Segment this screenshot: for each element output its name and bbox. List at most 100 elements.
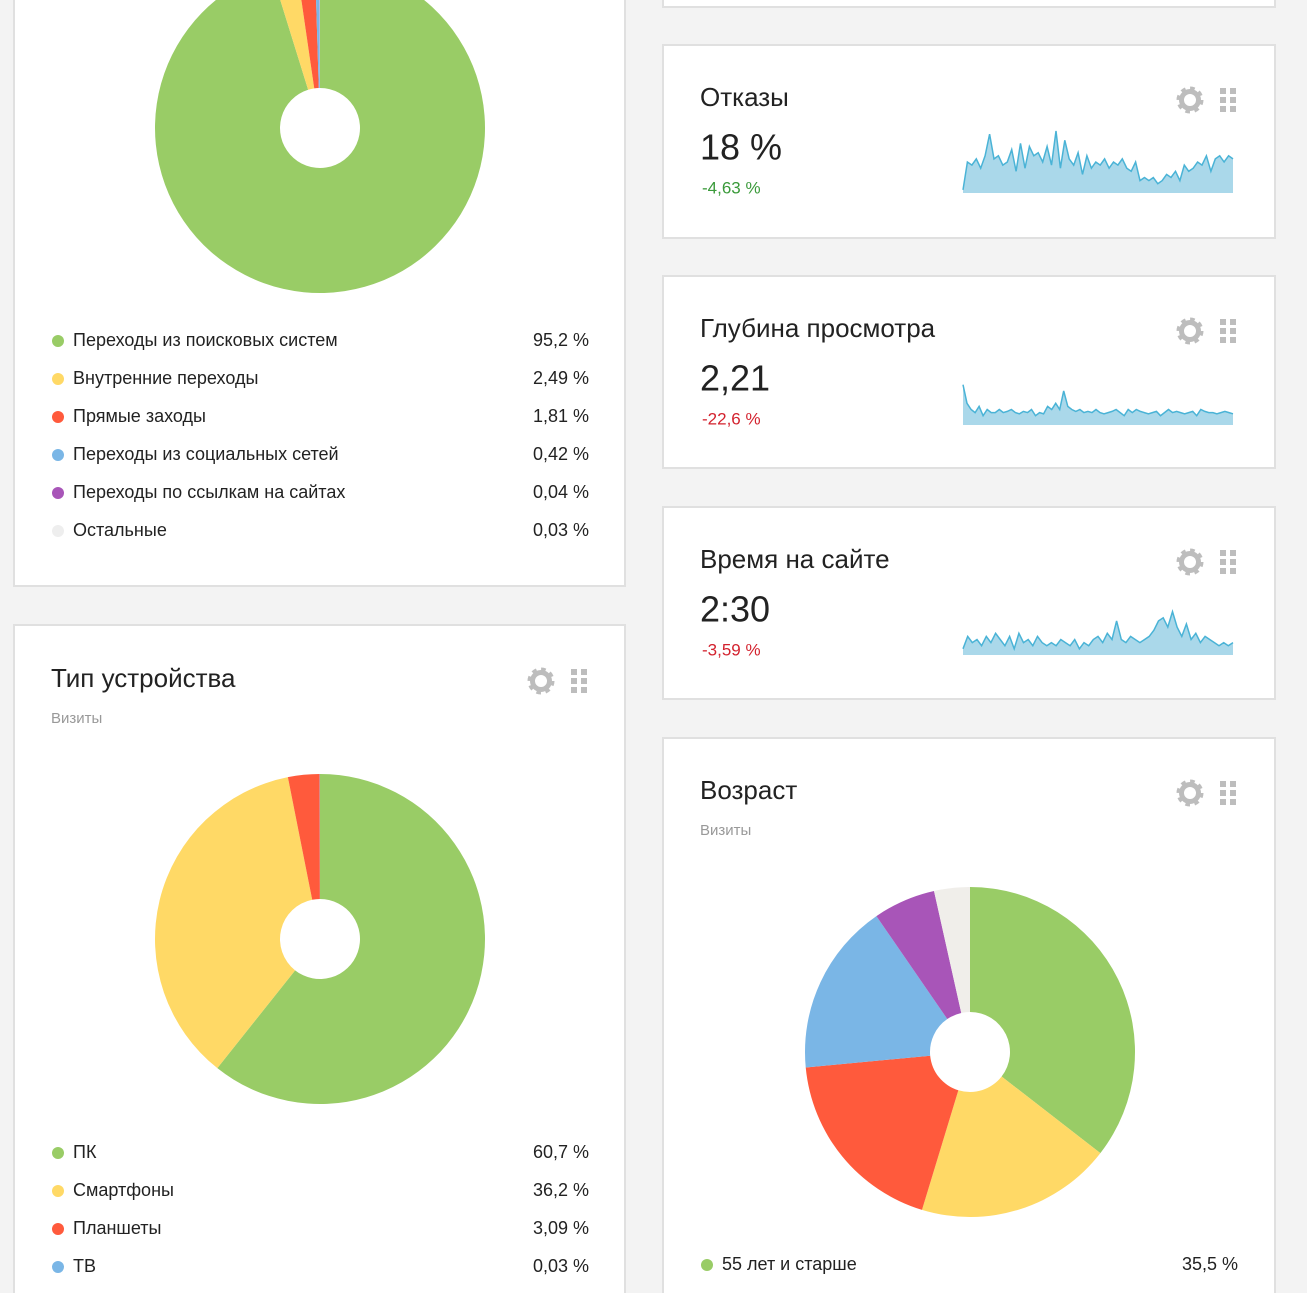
pie-slice [934,887,970,1013]
sparkline-area [963,611,1233,655]
drag-dot [1230,319,1236,325]
card-title: Глубина просмотра [700,313,936,343]
legend-value: 1,81 % [533,406,589,426]
legend-label: Переходы из поисковых систем [73,330,338,350]
metric-change: -3,59 % [702,640,761,659]
card-subtitle: Визиты [51,710,102,727]
legend-value: 0,03 % [533,1256,589,1276]
legend-label: 55 лет и старше [722,1254,857,1274]
drag-icon[interactable] [1220,319,1236,343]
drag-dot [581,687,587,693]
gear-body [530,670,552,692]
card-subtitle: Визиты [700,822,751,839]
gear-icon[interactable] [1176,548,1204,576]
drag-dot [1220,319,1226,325]
legend-swatch [52,1147,64,1159]
drag-dot [1220,88,1226,94]
drag-dot [1230,568,1236,574]
legend-swatch [52,335,64,347]
sparkline-line [962,130,1234,191]
drag-dot [1220,328,1226,334]
drag-dot [1230,550,1236,556]
legend-swatch [52,1185,64,1197]
drag-dot [1220,799,1226,805]
pie-slice [280,0,315,90]
pie-slice [921,1076,1101,1218]
metric-change: -4,63 % [702,178,761,197]
gear-body [1179,782,1201,804]
drag-dot [571,678,577,684]
drag-dot [1230,790,1236,796]
legend-value: 60,7 % [533,1142,589,1162]
legend-value: 36,2 % [533,1180,589,1200]
card [662,0,1276,8]
legend-label: Прямые заходы [73,406,206,426]
legend-label: Остальные [73,520,167,540]
drag-dot [1230,88,1236,94]
drag-dot [1220,97,1226,103]
drag-dot [1220,781,1226,787]
legend-value: 95,2 % [533,330,589,350]
card-title: Время на сайте [700,544,890,574]
drag-icon[interactable] [571,669,587,693]
drag-dot [1220,790,1226,796]
gear-icon[interactable] [1176,317,1204,345]
legend-label: Переходы из социальных сетей [73,444,339,464]
legend-value: 0,04 % [533,482,589,502]
sparkline-line [962,608,1234,652]
drag-dot [581,678,587,684]
legend-swatch [52,525,64,537]
card [13,0,626,587]
legend-value: 35,5 % [1182,1254,1238,1274]
pie-slice [301,0,319,89]
drag-dot [1220,106,1226,112]
metric-value: 2,21 [700,358,770,399]
legend-label: Смартфоны [73,1180,174,1200]
gear-icon[interactable] [1176,86,1204,114]
drag-dot [1230,781,1236,787]
drag-icon[interactable] [1220,88,1236,112]
gear-icon[interactable] [1176,779,1204,807]
drag-dot [1220,559,1226,565]
drag-dot [1230,97,1236,103]
pie-slice [155,0,485,293]
sparkline-area [963,131,1233,193]
legend-value: 0,03 % [533,520,589,540]
legend-label: Внутренние переходы [73,368,258,388]
drag-icon[interactable] [1220,550,1236,574]
pie-slice [319,0,320,89]
legend-swatch [52,373,64,385]
drag-dot [571,687,577,693]
card [662,275,1276,469]
metric-value: 2:30 [700,589,770,630]
gear-body [1179,320,1201,342]
metric-change: -22,6 % [702,409,761,428]
drag-icon[interactable] [1220,781,1236,805]
sparkline-line [962,384,1234,418]
legend-swatch [52,449,64,461]
card-title: Тип устройства [51,663,236,693]
legend-swatch [52,411,64,423]
legend-label: ПК [73,1142,97,1162]
gear-body [1179,89,1201,111]
card [13,624,626,1293]
pie-slice [970,887,1136,1154]
legend-label: ТВ [73,1256,96,1276]
pie-slice [805,1055,959,1210]
pie-slice [287,774,320,900]
legend-label: Переходы по ссылкам на сайтах [73,482,345,502]
drag-dot [1230,799,1236,805]
legend-value: 2,49 % [533,368,589,388]
pie-slice [217,774,486,1104]
drag-dot [1220,337,1226,343]
drag-dot [1230,106,1236,112]
gear-body [1179,551,1201,573]
legend-swatch [52,1261,64,1273]
drag-dot [581,669,587,675]
card [662,506,1276,700]
pie-slice [155,777,313,1069]
pie-slice [316,0,320,89]
gear-icon[interactable] [527,667,555,695]
metric-value: 18 % [700,127,782,168]
